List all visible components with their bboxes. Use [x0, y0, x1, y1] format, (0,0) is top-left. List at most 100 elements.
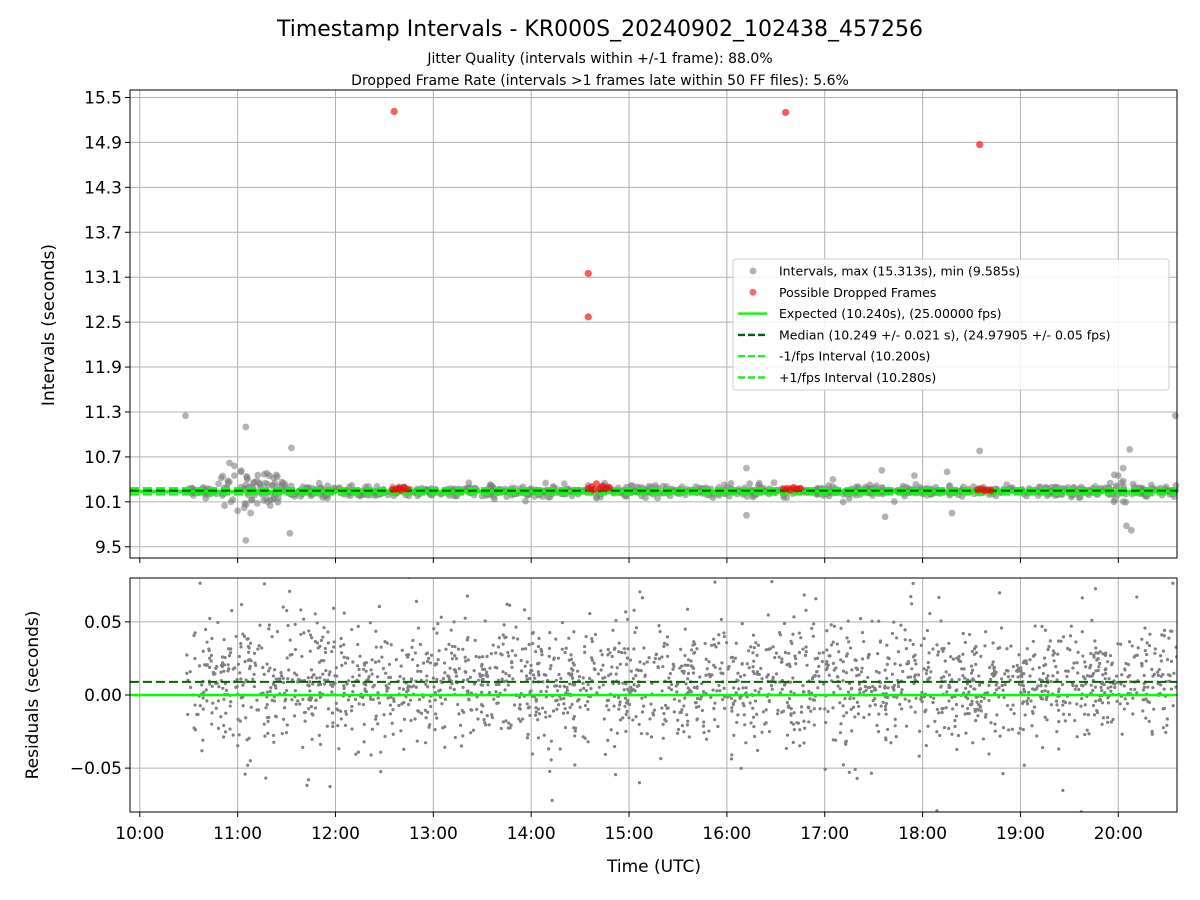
residual-point — [966, 706, 970, 711]
residual-point — [334, 666, 338, 670]
residual-point — [612, 647, 617, 651]
residual-point — [1089, 651, 1093, 656]
residual-point — [1090, 618, 1094, 622]
residual-point — [216, 699, 221, 703]
residual-point — [876, 652, 880, 656]
residual-point — [1159, 683, 1163, 687]
residual-point — [235, 677, 239, 682]
residual-point — [271, 733, 276, 738]
residual-point — [589, 656, 594, 660]
residual-point — [510, 660, 514, 664]
legend-marker — [749, 288, 757, 296]
residual-point — [717, 633, 721, 637]
residual-point — [893, 724, 897, 728]
residual-point — [827, 673, 831, 677]
residual-point — [780, 687, 784, 691]
residual-point — [993, 729, 997, 733]
residual-point — [1057, 687, 1061, 691]
residual-point — [346, 698, 351, 702]
top-y-axis-label: Intervals (seconds) — [39, 244, 59, 406]
residual-point — [962, 676, 967, 680]
residual-point — [1045, 695, 1049, 700]
residual-point — [1099, 685, 1103, 689]
residual-point — [239, 602, 244, 607]
residual-point — [885, 643, 889, 647]
residual-point — [296, 680, 300, 684]
residual-point — [248, 641, 253, 645]
residual-point — [812, 723, 816, 727]
interval-point — [1123, 522, 1130, 530]
residual-point — [548, 769, 552, 774]
residual-point — [392, 697, 396, 701]
residual-point — [925, 628, 930, 633]
residual-point — [1042, 664, 1046, 668]
residual-point — [960, 667, 964, 671]
residual-point — [533, 713, 538, 717]
residual-point — [676, 682, 680, 686]
residual-point — [433, 690, 437, 695]
residual-point — [1101, 716, 1105, 720]
residual-point — [749, 721, 753, 725]
residual-point — [817, 651, 821, 655]
residual-point — [230, 609, 234, 613]
residual-point — [492, 697, 496, 701]
residual-point — [665, 635, 670, 639]
residual-point — [345, 682, 349, 686]
residual-point — [955, 688, 959, 692]
residual-point — [844, 671, 848, 675]
residual-point — [1044, 684, 1048, 688]
residual-point — [362, 682, 366, 686]
residual-point — [483, 619, 487, 623]
residual-point — [1123, 697, 1127, 701]
residual-point — [785, 733, 790, 737]
residual-point — [357, 673, 361, 677]
residual-point — [919, 643, 923, 647]
residual-point — [384, 684, 388, 688]
residual-point — [201, 649, 205, 653]
residual-point — [416, 669, 420, 673]
x-tick-label: 12:00 — [311, 824, 360, 844]
residual-point — [502, 623, 506, 627]
residual-point — [350, 727, 354, 731]
residual-point — [469, 708, 473, 712]
residual-point — [273, 668, 277, 672]
residual-point — [823, 767, 827, 771]
residual-point — [692, 640, 696, 644]
residual-point — [712, 637, 716, 641]
residual-point — [302, 617, 306, 621]
residual-point — [220, 655, 225, 659]
residual-point — [399, 664, 403, 668]
residual-point — [846, 619, 850, 623]
residual-point — [539, 689, 543, 694]
residual-point — [913, 675, 917, 679]
residual-point — [653, 656, 658, 661]
residual-point — [1042, 656, 1047, 660]
residual-point — [950, 678, 954, 682]
interval-point — [217, 474, 225, 482]
residual-point — [1083, 677, 1087, 681]
residual-point — [438, 695, 443, 699]
residual-point — [414, 685, 418, 689]
residual-point — [1098, 661, 1102, 666]
residual-point — [461, 685, 465, 690]
top-y-tick-label: 13.7 — [84, 223, 122, 243]
residual-point — [654, 652, 659, 656]
residual-point — [615, 666, 619, 670]
residual-point — [1160, 633, 1164, 637]
residual-point — [501, 720, 505, 724]
residual-point — [841, 679, 845, 683]
residual-point — [452, 620, 456, 624]
residual-point — [1100, 682, 1104, 686]
residual-point — [375, 675, 380, 679]
residual-point — [200, 683, 204, 687]
residual-point — [1015, 668, 1019, 672]
residual-point — [195, 712, 199, 717]
residual-point — [284, 731, 289, 735]
residual-point — [496, 701, 500, 705]
residual-point — [1030, 709, 1035, 714]
residual-point — [859, 670, 863, 674]
residual-point — [266, 731, 270, 735]
residual-point — [208, 682, 212, 686]
residual-point — [683, 663, 687, 667]
residual-point — [484, 723, 488, 727]
